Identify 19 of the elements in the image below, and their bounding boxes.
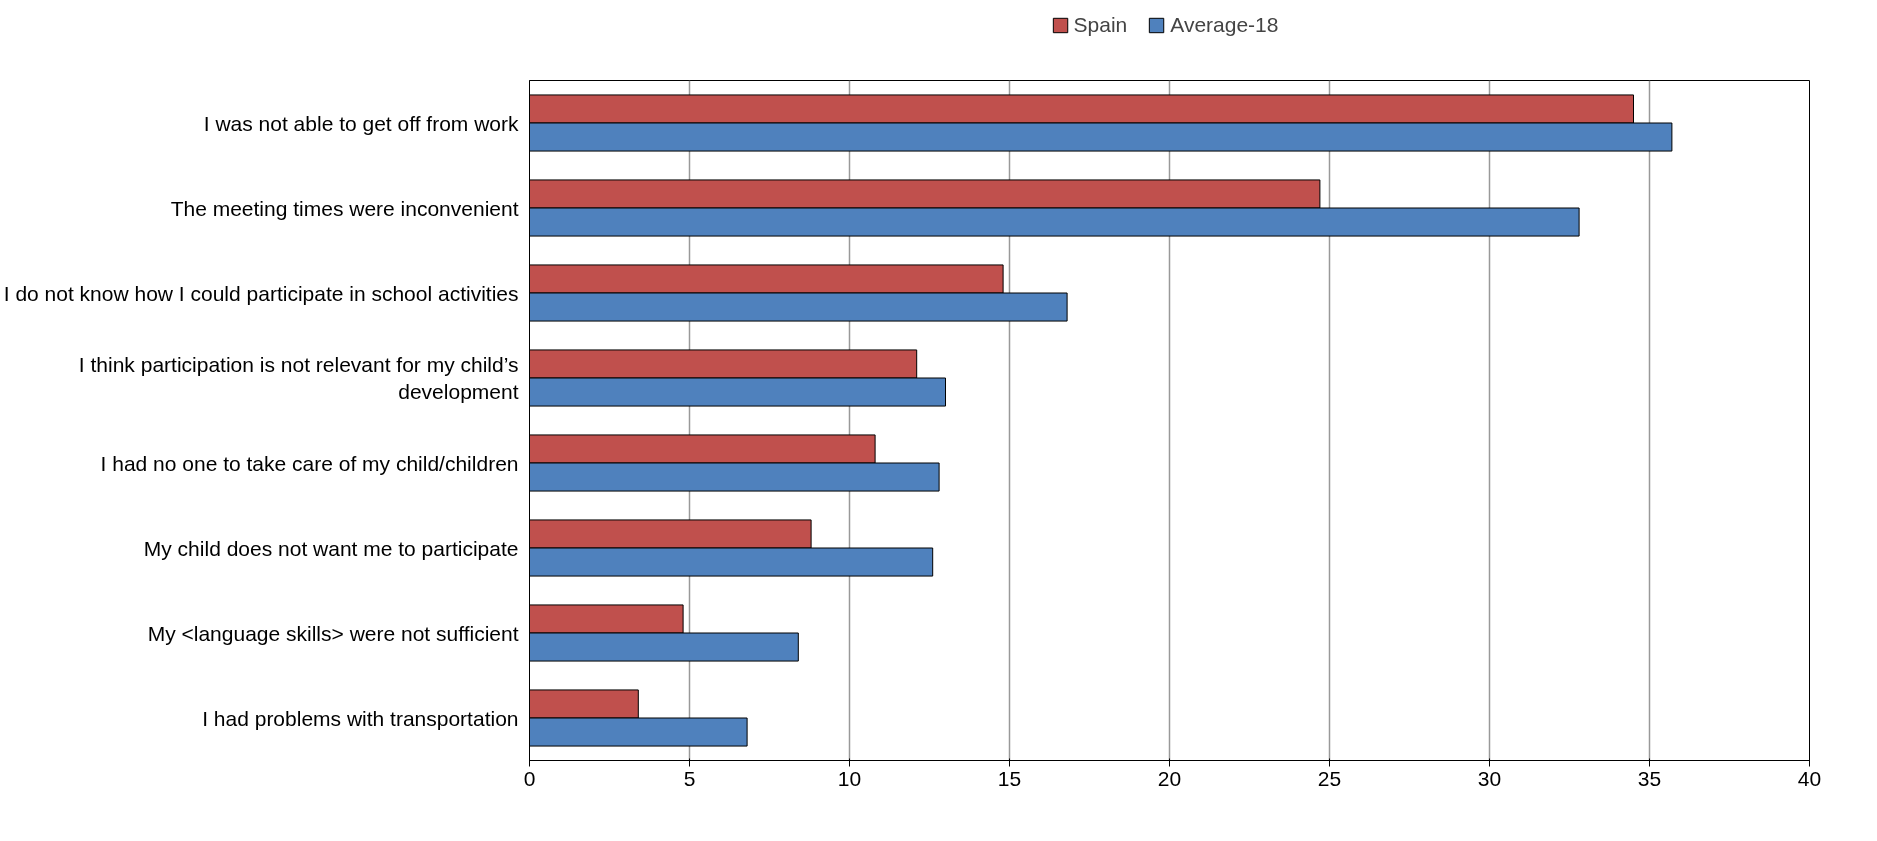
x-tick-label: 30 [1477, 766, 1502, 790]
x-tick-label: 20 [1157, 766, 1182, 790]
x-tick-label: 15 [997, 766, 1022, 790]
y-tick-label: I had problems with transportation [202, 706, 519, 730]
x-tick-label: 35 [1637, 766, 1662, 790]
x-tick-label: 5 [683, 766, 696, 790]
legend-label: Average-18 [1170, 13, 1279, 37]
y-tick-label: I do not know how I could participate in school activities [3, 281, 519, 305]
y-tick-label: I think participation is not relevant for my child’s development [78, 352, 519, 404]
y-tick-label: I was not able to get off from work [203, 111, 519, 135]
x-tick-label: 0 [523, 766, 536, 790]
y-tick-label: My <language skills> were not sufficient [147, 621, 519, 645]
y-tick-label: My child does not want me to participate [143, 536, 519, 560]
x-tick-label: 25 [1317, 766, 1342, 790]
x-tick-label: 10 [837, 766, 862, 790]
y-tick-label: I had no one to take care of my child/children [100, 451, 519, 475]
x-tick-label: 40 [1797, 766, 1822, 790]
y-tick-label: The meeting times were inconvenient [170, 196, 519, 220]
legend-label: Spain [1073, 13, 1128, 37]
